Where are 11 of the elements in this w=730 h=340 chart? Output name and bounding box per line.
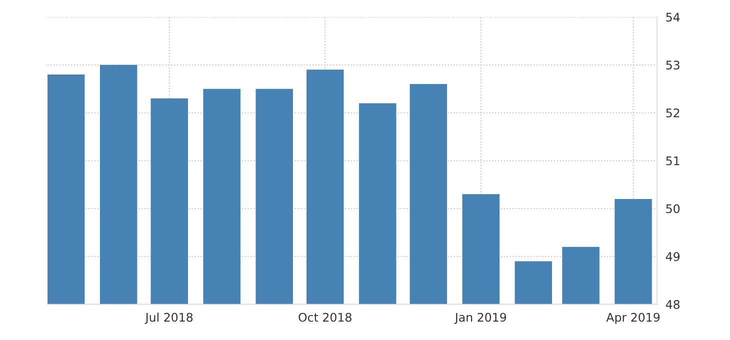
y-tick-label: 54 [666,12,680,22]
y-tick-label: 51 [666,156,680,166]
y-tick-label: 52 [666,108,680,118]
x-tick-label: Oct 2018 [298,312,352,322]
x-tick-label: Jan 2019 [454,312,506,324]
y-tick-label: 49 [666,252,680,262]
y-tick-label: 48 [666,300,680,309]
y-tick-label: 53 [666,60,680,70]
x-tick-label: Apr 2019 [606,312,660,324]
x-tick-label: Jul 2018 [144,312,193,324]
y-tick-label: 50 [666,204,680,214]
